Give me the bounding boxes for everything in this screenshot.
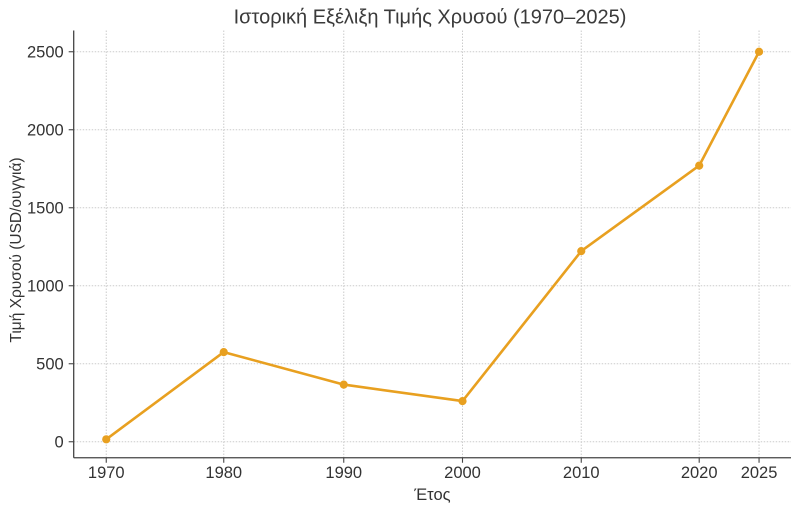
svg-text:2020: 2020 [681,464,718,482]
svg-text:1990: 1990 [325,464,362,482]
svg-text:1500: 1500 [27,199,64,217]
svg-text:2000: 2000 [444,464,481,482]
svg-text:1970: 1970 [88,464,125,482]
svg-text:1000: 1000 [27,277,64,295]
svg-text:500: 500 [36,355,64,373]
svg-text:2500: 2500 [27,43,64,61]
svg-text:Ιστορική Εξέλιξη Τιμής Χρυσού: Ιστορική Εξέλιξη Τιμής Χρυσού (1970–2025… [234,7,627,29]
svg-text:2025: 2025 [741,464,778,482]
svg-text:1980: 1980 [205,464,242,482]
svg-text:2010: 2010 [563,464,600,482]
svg-text:0: 0 [55,433,64,451]
svg-text:Έτος: Έτος [413,486,450,504]
svg-text:Τιμή Χρυσού (USD/ουγγιά): Τιμή Χρυσού (USD/ουγγιά) [8,157,25,342]
svg-text:2000: 2000 [27,121,64,139]
